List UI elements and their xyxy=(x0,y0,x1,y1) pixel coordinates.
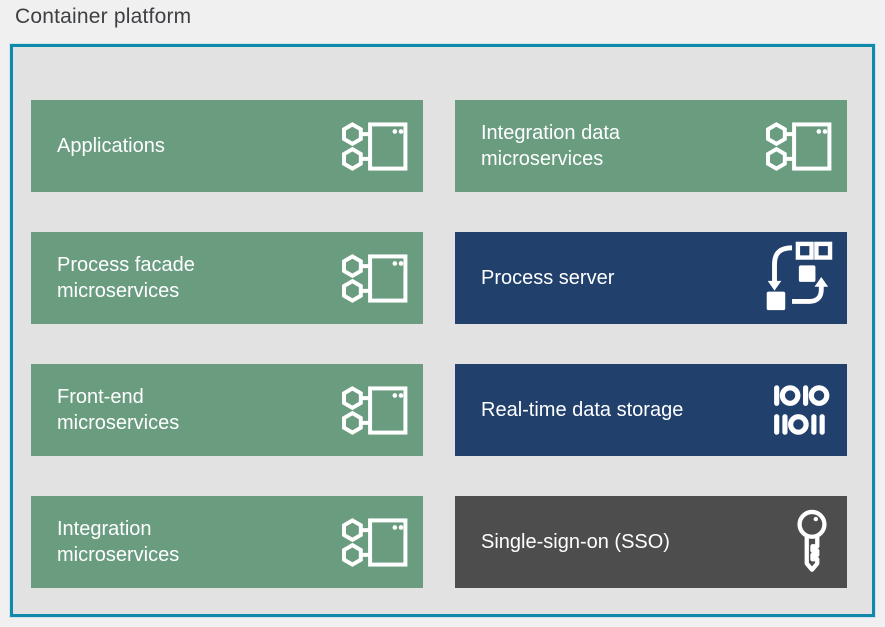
tile-label: Applications xyxy=(57,134,165,157)
tile-integration-data-microservices: Integration data microservices xyxy=(455,100,847,192)
tile-process-facade-microservices: Process facade microservices xyxy=(31,232,423,324)
tile-integration-microservices: Integration microservices xyxy=(31,496,423,588)
tile-label: Integration data microservices xyxy=(481,121,620,170)
microservices-icon xyxy=(764,120,833,173)
microservices-icon xyxy=(340,252,409,305)
tile-real-time-data-storage: Real-time data storage xyxy=(455,364,847,456)
tile-label: Process server xyxy=(481,266,615,289)
container-platform-boundary: Applications Integration data microservi… xyxy=(10,44,875,617)
microservices-icon xyxy=(340,516,409,569)
tile-applications: Applications xyxy=(31,100,423,192)
binary-data-icon xyxy=(771,383,833,437)
tile-label: Integration microservices xyxy=(57,517,180,566)
tile-grid: Applications Integration data microservi… xyxy=(13,47,872,614)
tile-label: Front-end microservices xyxy=(57,385,180,434)
tile-single-sign-on: Single-sign-on (SSO) xyxy=(455,496,847,588)
tile-label: Real-time data storage xyxy=(481,398,684,421)
microservices-icon xyxy=(340,384,409,437)
microservices-icon xyxy=(340,120,409,173)
tile-label: Process facade microservices xyxy=(57,253,195,302)
tile-front-end-microservices: Front-end microservices xyxy=(31,364,423,456)
tile-label: Single-sign-on (SSO) xyxy=(481,530,670,553)
key-icon xyxy=(791,509,833,576)
page-title: Container platform xyxy=(15,5,192,28)
tile-process-server: Process server xyxy=(455,232,847,324)
process-automation-icon xyxy=(755,240,833,316)
